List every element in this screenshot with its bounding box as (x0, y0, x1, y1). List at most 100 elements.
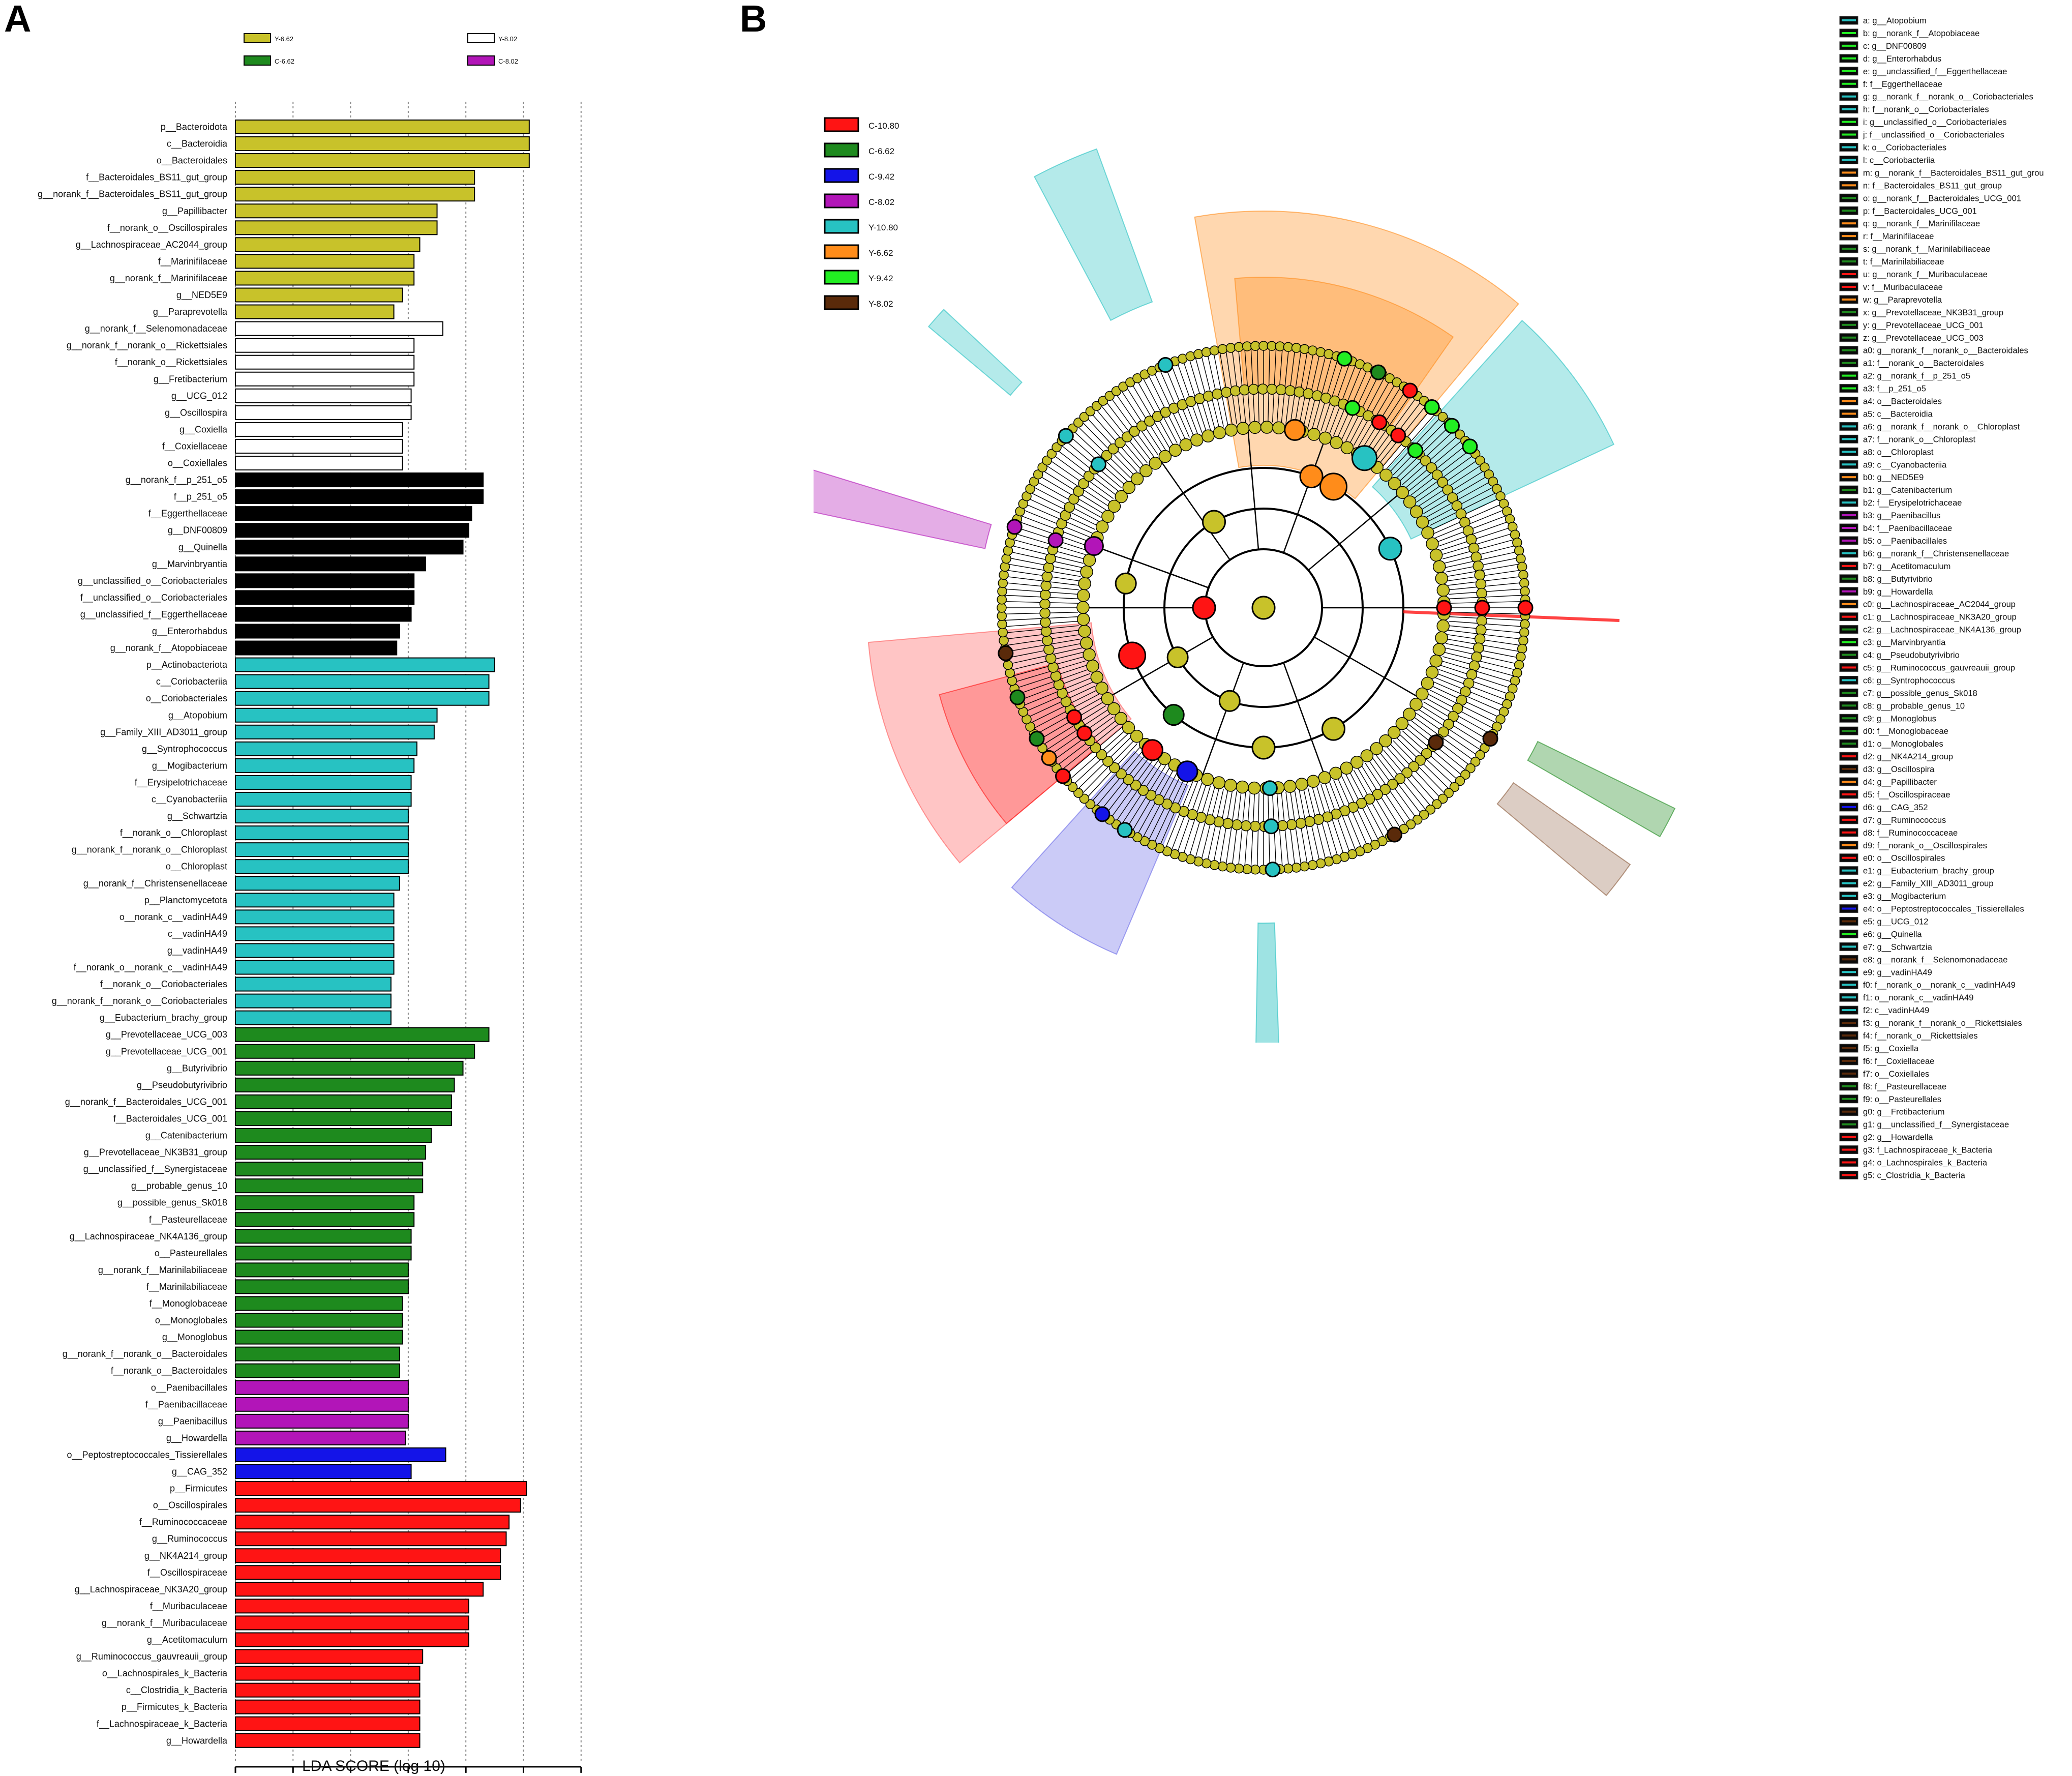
key-swatch-color (1842, 159, 1856, 161)
key-swatch-color (1842, 285, 1856, 288)
key-entry: j: f__unclassified_o__Coriobacteriales (1863, 131, 2004, 140)
key-entry: e9: g__vadinHA49 (1863, 968, 1932, 977)
taxon-node (997, 611, 1007, 621)
legend-label: C-6.62 (275, 57, 294, 65)
taxon-node (1236, 780, 1249, 794)
legend-swatch (244, 55, 271, 66)
key-swatch-color (1842, 514, 1856, 517)
bar (235, 1313, 403, 1328)
category-label: g__unclassified_f__Eggerthellaceae (80, 609, 227, 620)
taxon-node-highlighted (1066, 709, 1083, 725)
taxon-node (1108, 762, 1120, 774)
clade-highlight (1496, 782, 1631, 897)
clade-highlight (927, 309, 1023, 396)
key-swatch-color (1842, 260, 1856, 263)
key-swatch-color (1842, 1034, 1856, 1037)
category-label: g__Acetitomaculum (147, 1635, 227, 1645)
key-entry: l: c__Coriobacteriia (1863, 156, 1935, 165)
key-entry: b6: g__norank_f__Christensenellaceae (1863, 549, 2009, 558)
taxon-node (1514, 545, 1524, 556)
taxon-node (999, 635, 1009, 646)
key-entry: f5: g__Coxiella (1863, 1044, 1919, 1053)
branch (1445, 551, 1520, 568)
key-entry: a2: g__norank_f__p_251_o5 (1863, 372, 1970, 381)
taxon-node (1421, 526, 1434, 540)
bar (235, 1296, 403, 1311)
key-swatch-color (1842, 666, 1856, 669)
branch (1071, 734, 1128, 787)
branch (1170, 781, 1198, 853)
taxon-node-highlighted (1371, 414, 1388, 430)
category-label: g__Quinella (178, 542, 228, 553)
taxon-node (1209, 860, 1220, 870)
key-entry: x: g__Prevotellaceae_NK3B31_group (1863, 308, 2003, 317)
taxon-node (1474, 633, 1486, 645)
taxon-node (1307, 860, 1318, 870)
bar (235, 909, 395, 925)
branch (1272, 346, 1277, 423)
key-swatch-color (1842, 336, 1856, 339)
taxon-node (1318, 431, 1332, 445)
taxon-node (1193, 349, 1204, 359)
taxon-node (1073, 418, 1084, 428)
key-swatch-color (1842, 615, 1856, 618)
branch (1408, 443, 1468, 492)
x-axis-label: LDA SCORE (log 10) (302, 1758, 445, 1774)
bar (235, 523, 469, 538)
branch (1080, 740, 1134, 796)
category-label: g__norank_f__norank_o__Bacteroidales (63, 1349, 227, 1359)
category-label: f__Ruminococcaceae (139, 1517, 227, 1528)
taxon-node (1242, 864, 1252, 874)
taxon-node (1379, 734, 1392, 748)
taxon-node (1129, 426, 1140, 437)
bar (235, 540, 464, 555)
category-label: f__Monoglobaceae (149, 1298, 227, 1309)
key-entry: c7: g__possible_genus_Sk018 (1863, 689, 1977, 698)
key-entry: d2: g__NK4A214_group (1863, 752, 1953, 761)
branch (1446, 563, 1522, 577)
bar (235, 354, 415, 370)
taxon-node (1098, 396, 1108, 406)
branch (1005, 638, 1081, 653)
branch (1225, 348, 1237, 424)
key-entry: e4: o__Peptostreptococcales_Tissierellal… (1863, 905, 2024, 914)
key-entry: a5: c__Bacteroidia (1863, 409, 1933, 419)
bar (235, 859, 409, 874)
key-swatch-color (1842, 844, 1856, 846)
key-swatch-color (1842, 171, 1856, 174)
bar (235, 1229, 412, 1244)
bar (235, 1447, 446, 1462)
branch (1044, 464, 1109, 507)
taxon-node (1200, 773, 1214, 786)
branch (1142, 375, 1178, 444)
taxon-node (1096, 749, 1107, 760)
taxon-node (1475, 455, 1485, 466)
branch (1337, 778, 1369, 848)
bar-chart-category-labels: p__Bacteroidota c__Bacteroidia o__Bacteroi… (38, 122, 228, 1747)
taxon-node-highlighted (1029, 731, 1045, 747)
taxon-node (1095, 520, 1109, 534)
taxon-node-highlighted (1482, 731, 1498, 747)
branch (1106, 636, 1214, 699)
key-entry: f2: c__vadinHA49 (1863, 1006, 1929, 1015)
branch (1438, 520, 1511, 547)
branch (1312, 786, 1333, 861)
bar (235, 556, 426, 572)
branch (1104, 399, 1151, 461)
key-swatch-color (1842, 1148, 1856, 1151)
legend-label: C-9.42 (868, 172, 894, 182)
branch (1213, 790, 1228, 865)
cladogram-highlight-sectors (814, 148, 1676, 1043)
key-swatch-color (1842, 1161, 1856, 1164)
key-entry: a9: c__Cyanobacteriia (1863, 460, 1947, 469)
branch (1313, 636, 1421, 699)
bar (235, 1716, 421, 1731)
taxon-node (1315, 858, 1326, 869)
key-entry: e1: g__Eubacterium_brachy_group (1863, 867, 1994, 876)
bar-chart-legend: Y-6.62Y-8.02Y-9.42Y-10.80C-6.62C-8.02C-9… (244, 33, 518, 66)
category-label: o__Lachnospirales_k_Bacteria (102, 1668, 228, 1679)
taxon-node (1107, 702, 1121, 716)
bar (235, 624, 400, 639)
key-swatch-color (1842, 489, 1856, 491)
key-swatch-color (1842, 311, 1856, 313)
